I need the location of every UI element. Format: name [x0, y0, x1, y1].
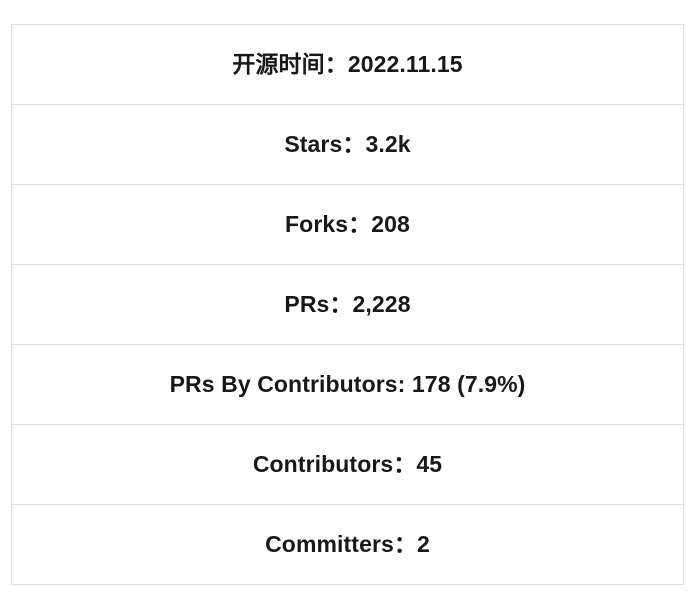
cell-value-open-source-date: 开源时间：2022.11.15 — [232, 50, 463, 77]
stats-cell-stars: Stars：3.2k — [11, 104, 684, 185]
table-row: Contributors：45 — [11, 424, 684, 505]
cell-value-contributors: Contributors：45 — [252, 450, 443, 477]
table-row: Stars：3.2k — [11, 104, 684, 185]
table-row: 开源时间：2022.11.15 — [11, 24, 684, 105]
cell-value-stars: Stars：3.2k — [284, 130, 411, 157]
stats-cell-open-source-date: 开源时间：2022.11.15 — [11, 24, 684, 105]
cell-value-forks: Forks：208 — [285, 210, 410, 237]
table-row: PRs：2,228 — [11, 264, 684, 345]
stats-cell-prs-by-contributors: PRs By Contributors: 178 (7.9%) — [11, 344, 684, 425]
stats-cell-forks: Forks：208 — [11, 184, 684, 265]
cell-value-prs: PRs：2,228 — [284, 290, 411, 317]
table-row: Committers：2 — [11, 504, 684, 585]
table-row: Forks：208 — [11, 184, 684, 265]
project-stats-table: 开源时间：2022.11.15 Stars：3.2k Forks：208 PRs… — [11, 24, 684, 585]
table-row: PRs By Contributors: 178 (7.9%) — [11, 344, 684, 425]
cell-value-prs-by-contributors: PRs By Contributors: 178 (7.9%) — [169, 370, 526, 397]
cell-value-committers: Committers：2 — [265, 530, 430, 557]
stats-cell-prs: PRs：2,228 — [11, 264, 684, 345]
stats-cell-contributors: Contributors：45 — [11, 424, 684, 505]
stats-table-body: 开源时间：2022.11.15 Stars：3.2k Forks：208 PRs… — [11, 24, 684, 585]
stats-cell-committers: Committers：2 — [11, 504, 684, 585]
